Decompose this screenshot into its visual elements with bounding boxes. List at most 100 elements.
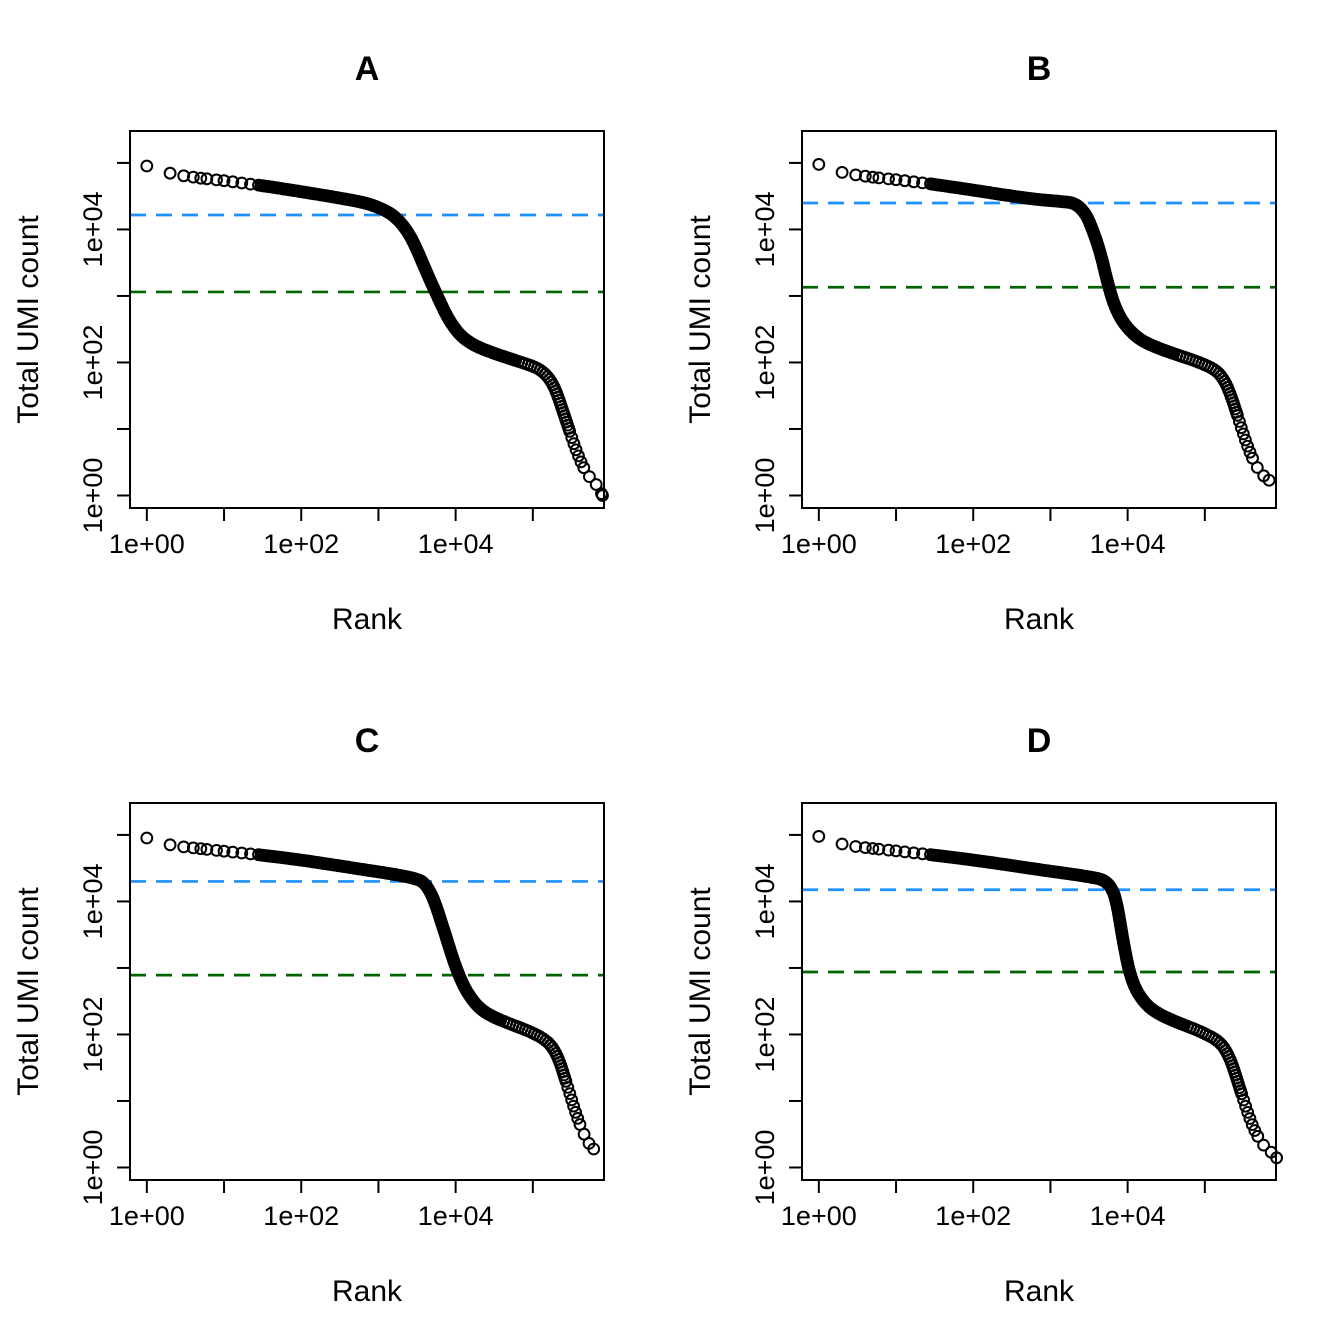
y-tick-label: 1e+04 — [750, 191, 780, 267]
data-point — [1250, 461, 1264, 474]
data-point — [226, 845, 240, 859]
data-point — [858, 169, 872, 183]
data-point — [596, 489, 609, 502]
y-tick-label: 1e+00 — [78, 458, 108, 534]
data-point — [567, 437, 581, 451]
data-point — [569, 1105, 582, 1119]
data-point — [210, 844, 223, 857]
x-tick-label: 1e+00 — [781, 1201, 857, 1231]
data-point — [907, 846, 921, 860]
data-point — [563, 1087, 577, 1101]
y-axis-title: Total UMI count — [12, 887, 45, 1096]
panel-d-chart: D 1e+00 1e+02 1e+04 1e+00 1e+02 1e+04 Rank Total… — [684, 722, 1283, 1308]
data-point — [882, 843, 895, 857]
data-point — [140, 159, 154, 173]
x-tick-label: 1e+00 — [109, 529, 185, 559]
data-point — [858, 841, 872, 855]
data-point — [1233, 415, 1246, 428]
data-point — [1239, 1099, 1252, 1113]
data-point — [583, 470, 596, 484]
data-point — [1235, 1087, 1248, 1101]
data-point — [577, 461, 591, 475]
data-point — [898, 845, 912, 859]
data-point — [882, 172, 895, 186]
x-tick-label: 1e+04 — [1090, 529, 1166, 559]
data-points — [812, 830, 1283, 1165]
data-point — [872, 842, 886, 856]
data-point — [1241, 439, 1254, 453]
panel-b-chart: B 1e+00 1e+02 1e+04 1e+00 1e+02 1e+04 Rank Total… — [684, 50, 1277, 636]
y-tick-label: 1e+00 — [750, 458, 780, 534]
data-point — [559, 1074, 573, 1088]
panel-title: A — [355, 50, 380, 88]
plot-box — [801, 802, 1277, 1181]
y-tick-label: 1e+02 — [750, 997, 780, 1073]
y-tick-label: 1e+04 — [750, 863, 780, 939]
y-tick-label: 1e+04 — [78, 191, 108, 267]
x-axis-title: Rank — [332, 603, 403, 636]
data-point — [567, 1099, 580, 1113]
data-point — [569, 443, 583, 457]
data-point — [1245, 1118, 1259, 1132]
data-point — [177, 840, 191, 854]
data-point — [589, 478, 603, 491]
x-tick-label: 1e+04 — [418, 529, 494, 559]
data-point — [226, 175, 240, 189]
data-point — [1231, 408, 1244, 422]
y-axis-title: Total UMI count — [684, 887, 717, 1096]
data-point — [140, 831, 154, 845]
data-point — [235, 176, 249, 190]
x-tick-label: 1e+04 — [418, 1201, 494, 1231]
x-tick-label: 1e+02 — [935, 1201, 1011, 1231]
y-tick-label: 1e+02 — [78, 325, 108, 401]
data-point — [849, 840, 863, 853]
y-axis-title: Total UMI count — [684, 215, 717, 424]
data-point — [571, 1112, 585, 1125]
plot-box — [801, 130, 1277, 509]
data-point — [200, 843, 214, 856]
data-point — [1243, 445, 1257, 459]
x-tick-label: 1e+02 — [263, 1201, 339, 1231]
data-point — [1237, 1093, 1250, 1107]
x-tick-label: 1e+00 — [781, 529, 857, 559]
y-tick-label: 1e+02 — [78, 997, 108, 1073]
x-tick-label: 1e+00 — [109, 1201, 185, 1231]
data-point — [217, 174, 231, 188]
x-tick-label: 1e+02 — [935, 529, 1011, 559]
x-axis-title: Rank — [332, 1275, 403, 1308]
data-point — [812, 158, 826, 171]
data-point — [835, 837, 849, 851]
plot-box — [129, 802, 605, 1181]
data-point — [849, 168, 863, 182]
y-axis-title: Total UMI count — [12, 215, 45, 424]
data-point — [572, 449, 585, 463]
panel-title: D — [1027, 722, 1052, 760]
data-point — [898, 174, 912, 188]
data-point — [1251, 1129, 1265, 1143]
y-tick-label: 1e+00 — [78, 1130, 108, 1206]
data-points — [140, 159, 609, 502]
data-point — [210, 173, 223, 187]
data-point — [217, 844, 231, 858]
data-points — [812, 158, 1276, 487]
panel-a-chart: A 1e+00 1e+02 1e+04 1e+00 1e+02 1e+04 Rank Total… — [12, 50, 609, 636]
data-point — [163, 838, 177, 852]
data-point — [889, 173, 903, 187]
data-point — [866, 170, 880, 184]
data-point — [835, 166, 849, 179]
data-point — [1237, 427, 1250, 441]
data-point — [186, 170, 200, 184]
panel-title: C — [355, 722, 380, 760]
data-point — [561, 1081, 575, 1094]
data-point — [907, 175, 921, 189]
data-point — [565, 1093, 579, 1107]
data-point — [889, 844, 903, 858]
data-point — [163, 166, 177, 180]
data-point — [194, 842, 208, 856]
x-axis-title: Rank — [1004, 1275, 1075, 1308]
y-tick-label: 1e+02 — [750, 325, 780, 401]
data-point — [866, 842, 880, 855]
panel-title: B — [1027, 50, 1052, 88]
data-point — [1257, 1138, 1270, 1152]
